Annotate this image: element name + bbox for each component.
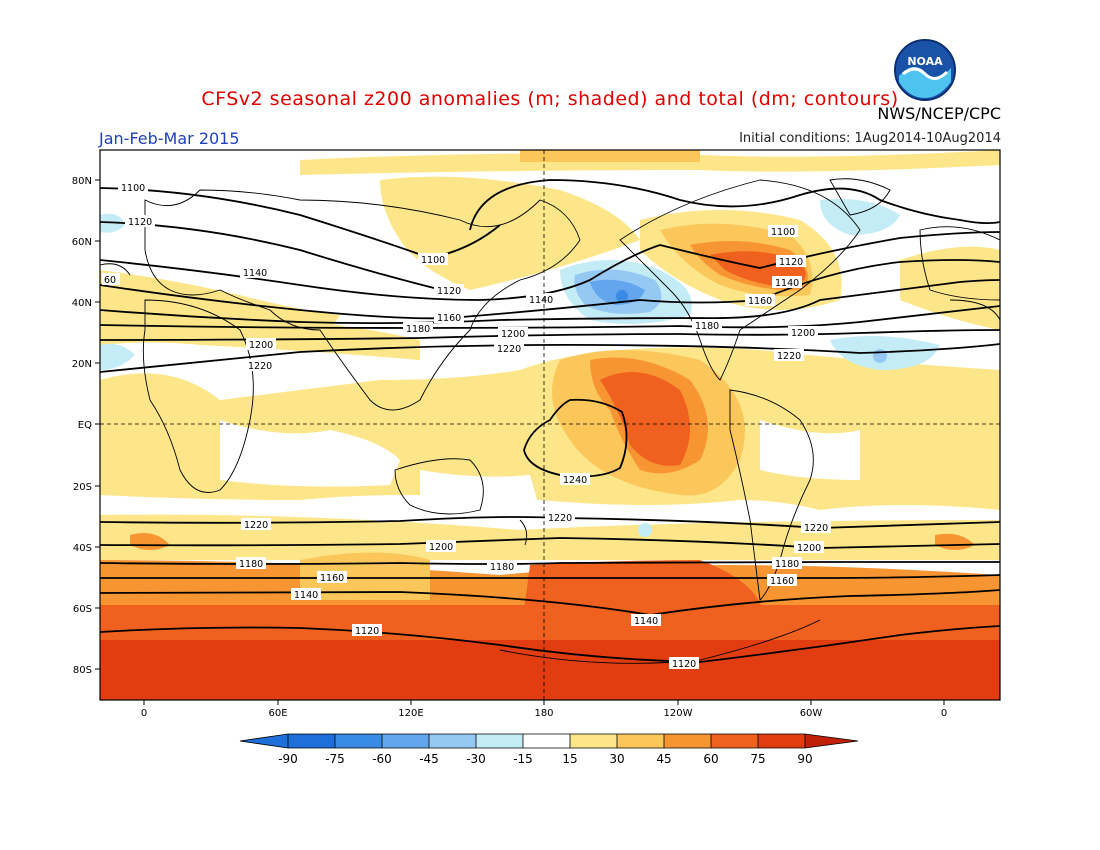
- colorbar-label: 15: [562, 752, 577, 766]
- contour-label: 1220: [777, 351, 801, 362]
- lat-label: 40N: [72, 298, 92, 309]
- colorbar-label: -90: [278, 752, 298, 766]
- colorbar-min-arrow: [240, 734, 288, 748]
- contour-label: 1140: [529, 295, 553, 306]
- lon-label: 0: [141, 708, 147, 719]
- lon-label: 180: [534, 708, 553, 719]
- colorbar-swatch: [758, 734, 805, 748]
- colorbar-swatch: [335, 734, 382, 748]
- contour-label: 1200: [501, 329, 525, 340]
- colorbar-label: 60: [703, 752, 718, 766]
- lon-label: 60E: [268, 708, 287, 719]
- contour-label: 1220: [548, 513, 572, 524]
- contour-label: 1140: [775, 278, 799, 289]
- colorbar-swatch: [711, 734, 758, 748]
- contour-label: 1140: [634, 616, 658, 627]
- coastlines: [100, 178, 1000, 664]
- contour-label: 1100: [421, 255, 445, 266]
- contour-label: 1180: [239, 559, 263, 570]
- colorbar-label: -60: [372, 752, 392, 766]
- contour-label: 1180: [490, 562, 514, 573]
- contour-label: 1200: [249, 340, 273, 351]
- colorbar-swatch: [382, 734, 429, 748]
- contour-label: 1140: [243, 268, 267, 279]
- contour-label-group: 1100 1120 1140 60 1100 1120 1140 1160 11…: [102, 181, 831, 670]
- map-title: CFSv2 seasonal z200 anomalies (m; shaded…: [201, 88, 899, 110]
- contour-label: 1120: [779, 257, 803, 268]
- lat-label: 80N: [72, 176, 92, 187]
- contour-label: 1220: [248, 361, 272, 372]
- lat-label: 60N: [72, 237, 92, 248]
- colorbar-swatch: [617, 734, 664, 748]
- contour-label: 1120: [128, 217, 152, 228]
- contour-label: 1180: [695, 321, 719, 332]
- lat-label: 80S: [73, 665, 92, 676]
- colorbar-swatch: [288, 734, 335, 748]
- colorbar-swatch: [523, 734, 570, 748]
- agency-label: NWS/NCEP/CPC: [877, 104, 1001, 123]
- contour-label: 1240: [563, 475, 587, 486]
- colorbar-label: 75: [750, 752, 765, 766]
- lat-label: 20N: [72, 359, 92, 370]
- lat-label: EQ: [78, 420, 92, 431]
- lat-label: 40S: [73, 543, 92, 554]
- lon-label: 120E: [398, 708, 423, 719]
- contour-label: 1220: [244, 520, 268, 531]
- contour-label: 1160: [748, 296, 772, 307]
- longitude-labels: 0 60E 120E 180 120W 60W 0: [141, 708, 947, 719]
- contour-label: 1200: [791, 328, 815, 339]
- colorbar-max-arrow: [805, 734, 858, 748]
- contour-label: 1200: [429, 542, 453, 553]
- colorbar-label: -45: [419, 752, 439, 766]
- colorbar-label: -15: [513, 752, 533, 766]
- map-frame: [99, 149, 1001, 701]
- contour-label: 1140: [294, 590, 318, 601]
- lon-label: 60W: [800, 708, 823, 719]
- latitude-labels: 80N 60N 40N 20N EQ 20S 40S 60S 80S: [72, 176, 92, 676]
- lat-label: 60S: [73, 604, 92, 615]
- colorbar: -90 -75 -60 -45 -30 -15 15 30 45 60 75 9…: [239, 733, 859, 766]
- contour-label: 1180: [775, 559, 799, 570]
- contour-label: 1120: [437, 286, 461, 297]
- forecast-period: Jan-Feb-Mar 2015: [99, 129, 240, 148]
- contour-label: 1160: [770, 576, 794, 587]
- reference-lines: [100, 150, 1000, 700]
- colorbar-label: -30: [466, 752, 486, 766]
- colorbar-swatch: [570, 734, 617, 748]
- lon-label: 0: [941, 708, 947, 719]
- colorbar-swatch: [664, 734, 711, 748]
- contour-label: 1220: [497, 344, 521, 355]
- contour-label: 1200: [797, 543, 821, 554]
- contour-label: 1160: [320, 573, 344, 584]
- anomaly-shading: [100, 150, 1000, 700]
- lat-label: 20S: [73, 482, 92, 493]
- contour-label: 1160: [437, 313, 461, 324]
- colorbar-label: 90: [797, 752, 812, 766]
- colorbar-swatch: [476, 734, 523, 748]
- initial-conditions: Initial conditions: 1Aug2014-10Aug2014: [739, 131, 1001, 146]
- lon-label: 120W: [664, 708, 693, 719]
- contour-label: 1220: [804, 523, 828, 534]
- colorbar-swatch: [429, 734, 476, 748]
- colorbar-label: -75: [325, 752, 345, 766]
- noaa-logo-text: NOAA: [907, 55, 943, 68]
- colorbar-label: 45: [656, 752, 671, 766]
- contour-label: 1100: [121, 183, 145, 194]
- noaa-logo: NOAA: [893, 38, 957, 106]
- contour-label: 1180: [406, 324, 430, 335]
- contour-label: 1100: [771, 227, 795, 238]
- colorbar-label: 30: [609, 752, 624, 766]
- axis-ticks: [95, 179, 945, 705]
- contour-label: 1120: [355, 626, 379, 637]
- contour-label: 60: [104, 275, 116, 286]
- contour-label: 1120: [672, 659, 696, 670]
